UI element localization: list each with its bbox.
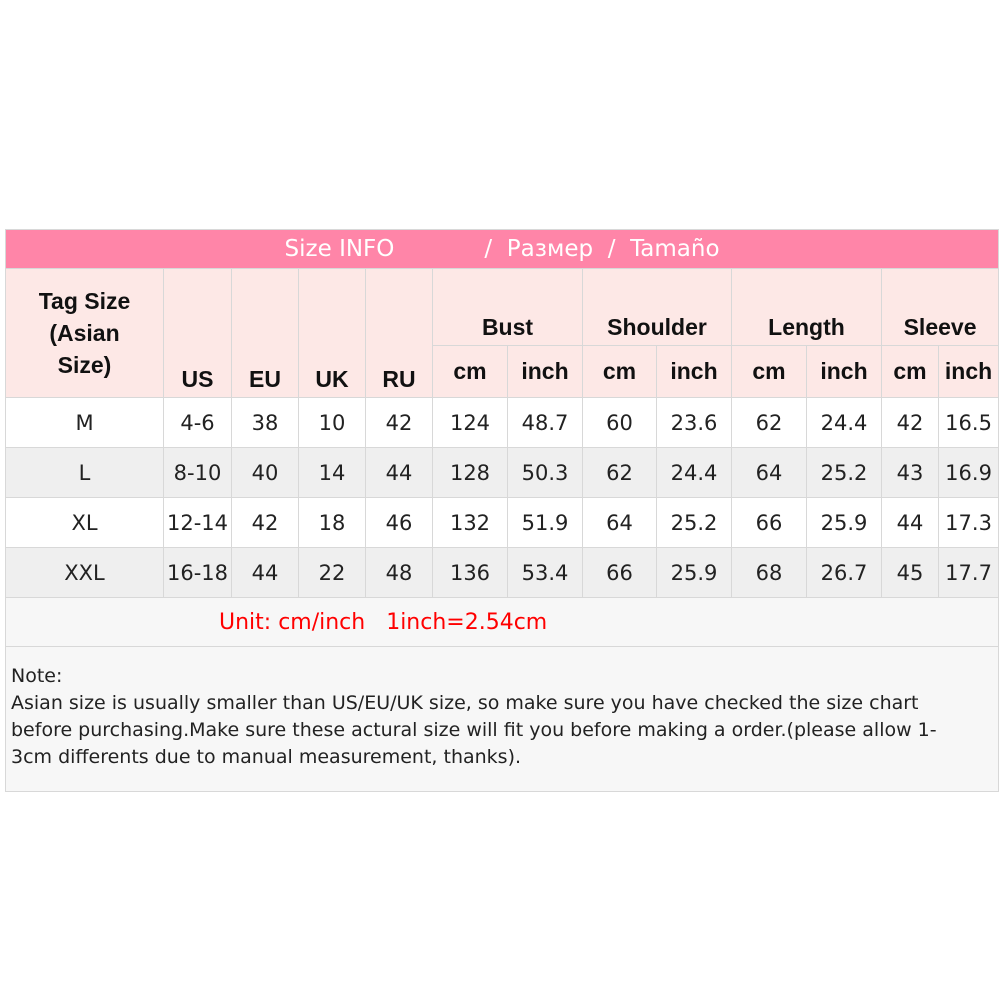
table-cell: 8-10: [163, 447, 232, 498]
table-row: L 8-10 40 14 44 128 50.3 62 24.4 64 25.2 43 16.9: [5, 447, 1000, 498]
table-cell: 17.3: [937, 497, 1000, 548]
table-cell: 62: [731, 397, 807, 448]
subheader-cm: cm: [731, 345, 807, 398]
header-ru: RU: [365, 268, 433, 398]
table-cell: 48.7: [507, 397, 583, 448]
table-cell: XXL: [5, 547, 164, 598]
subheader-cm: cm: [582, 345, 657, 398]
table-cell: 38: [231, 397, 299, 448]
table-cell: 24.4: [656, 447, 732, 498]
unit-text: Unit: cm/inch 1inch=2.54cm: [4, 597, 1000, 647]
size-chart-table: Size INFO / Размер / Tamaño Tag Size (Asi…: [4, 229, 1000, 792]
table-cell: 62: [582, 447, 657, 498]
header-shoulder: Shoulder: [582, 268, 732, 346]
table-row: M 4-6 38 10 42 124 48.7 60 23.6 62 24.4 42 16.5: [5, 397, 1000, 448]
table-cell: 18: [298, 497, 366, 548]
table-cell: 10: [298, 397, 366, 448]
table-cell: 45: [881, 547, 939, 598]
table-cell: 43: [881, 447, 939, 498]
table-row: XL 12-14 42 18 46 132 51.9 64 25.2 66 25.9 44 17.3: [5, 497, 1000, 548]
header-bust: Bust: [432, 268, 583, 346]
subheader-inch: inch: [806, 345, 882, 398]
table-cell: 22: [298, 547, 366, 598]
subheader-inch: inch: [656, 345, 732, 398]
table-cell: 16.5: [937, 397, 1000, 448]
table-row: XXL 16-18 44 22 48 136 53.4 66 25.9 68 26.7 45 17.7: [5, 547, 1000, 598]
note-text: Asian size is usually smaller than US/EU…: [11, 692, 937, 768]
table-cell: 42: [231, 497, 299, 548]
table-cell: 42: [881, 397, 939, 448]
table-cell: 128: [432, 447, 508, 498]
title-row: Size INFO / Размер / Tamaño: [4, 229, 1000, 269]
subheader-inch: inch: [507, 345, 583, 398]
table-cell: 60: [582, 397, 657, 448]
subheader-cm: cm: [881, 345, 939, 398]
table-cell: 16.9: [937, 447, 1000, 498]
header-length: Length: [731, 268, 882, 346]
unit-row: Unit: cm/inch 1inch=2.54cm: [4, 597, 1000, 647]
table-cell: L: [5, 447, 164, 498]
note-cell: Note: Asian size is usually smaller than …: [4, 646, 1000, 792]
table-cell: 25.9: [656, 547, 732, 598]
table-cell: 12-14: [163, 497, 232, 548]
title-english: Size INFO: [284, 236, 395, 262]
table-cell: 23.6: [656, 397, 732, 448]
table-cell: 46: [365, 497, 433, 548]
table-cell: 51.9: [507, 497, 583, 548]
table-cell: 14: [298, 447, 366, 498]
table-cell: 44: [231, 547, 299, 598]
table-cell: 66: [582, 547, 657, 598]
title-translations: / Размер / Tamaño: [484, 236, 720, 262]
table-cell: 17.7: [937, 547, 1000, 598]
table-cell: 25.2: [806, 447, 882, 498]
note-label: Note:: [11, 665, 63, 687]
table-cell: 26.7: [806, 547, 882, 598]
table-cell: 64: [582, 497, 657, 548]
table-cell: 24.4: [806, 397, 882, 448]
table-cell: 4-6: [163, 397, 232, 448]
subheader-cm: cm: [432, 345, 508, 398]
header-eu: EU: [231, 268, 299, 398]
subheader-inch: inch: [937, 345, 1000, 398]
header-uk: UK: [298, 268, 366, 398]
table-cell: 53.4: [507, 547, 583, 598]
table-cell: 44: [365, 447, 433, 498]
note-row: Note: Asian size is usually smaller than …: [4, 646, 1000, 792]
table-cell: 50.3: [507, 447, 583, 498]
table-cell: 48: [365, 547, 433, 598]
header-tag-size: Tag Size (Asian Size): [5, 268, 164, 398]
table-cell: 136: [432, 547, 508, 598]
table-cell: XL: [5, 497, 164, 548]
table-title: Size INFO / Размер / Tamaño: [4, 229, 1000, 269]
table-cell: 44: [881, 497, 939, 548]
table-cell: 132: [432, 497, 508, 548]
table-cell: 25.2: [656, 497, 732, 548]
table-cell: 124: [432, 397, 508, 448]
table-cell: M: [5, 397, 164, 448]
table-cell: 42: [365, 397, 433, 448]
header-row: Tag Size (Asian Size) US EU UK RU Bust S…: [5, 268, 1000, 398]
table-cell: 68: [731, 547, 807, 598]
table-cell: 40: [231, 447, 299, 498]
table-cell: 66: [731, 497, 807, 548]
table-cell: 64: [731, 447, 807, 498]
subheader-row: cm inch cm inch cm inch cm inch: [6, 345, 1000, 398]
header-us: US: [163, 268, 232, 398]
table-cell: 25.9: [806, 497, 882, 548]
table-cell: 16-18: [163, 547, 232, 598]
header-sleeve: Sleeve: [880, 268, 1000, 346]
